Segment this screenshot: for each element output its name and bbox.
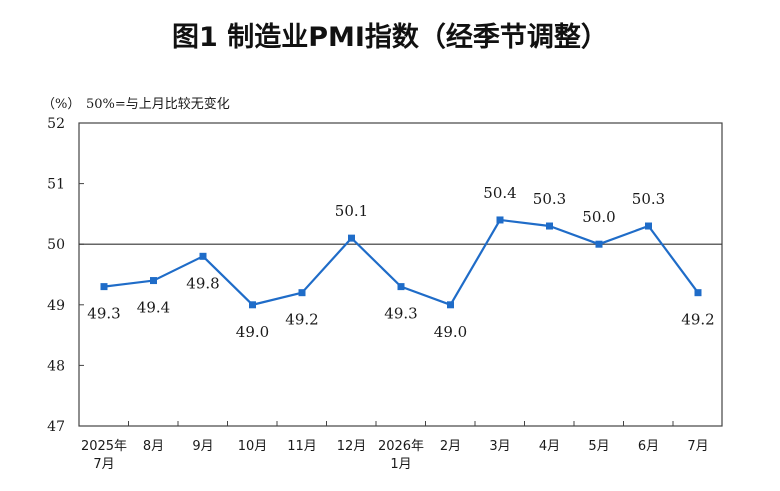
x-tick-label: 2月 — [440, 439, 461, 454]
data-point — [694, 289, 702, 297]
x-tick-label: 7月 — [687, 439, 708, 454]
data-label: 49.0 — [236, 323, 269, 341]
data-label: 49.2 — [285, 311, 318, 329]
data-point — [298, 289, 306, 297]
data-point — [150, 277, 157, 285]
data-label: 50.3 — [632, 190, 665, 208]
data-label: 50.0 — [582, 208, 615, 226]
x-tick-label: 7月 — [93, 457, 114, 472]
y-axis: 52 51 50 49 48 47 — [47, 116, 84, 435]
plot-frame — [78, 122, 723, 427]
data-label: 49.0 — [434, 323, 467, 341]
data-label: 49.2 — [681, 311, 714, 329]
x-tick-label: 6月 — [638, 439, 659, 454]
y-tick-label: 50 — [47, 237, 65, 253]
x-tick-label: 4月 — [539, 439, 560, 454]
data-point — [348, 234, 355, 242]
reference-note: 50%=与上月比较无变化 — [86, 96, 230, 112]
x-tick-label: 5月 — [588, 439, 609, 454]
x-tick-label: 2025年 — [81, 439, 127, 454]
y-tick-label: 47 — [47, 419, 65, 435]
y-tick-label: 49 — [47, 298, 65, 314]
data-point — [249, 301, 256, 309]
chart-title: 图1 制造业PMI指数（经季节调整） — [172, 21, 608, 53]
x-tick-label: 2026年 — [378, 439, 424, 454]
x-tick-label: 11月 — [287, 439, 317, 454]
data-point — [397, 283, 405, 291]
data-point — [199, 252, 207, 260]
data-label: 49.3 — [87, 305, 120, 323]
y-unit-label: （%） — [42, 97, 80, 112]
x-tick-label: 10月 — [238, 439, 268, 454]
data-point — [595, 240, 603, 248]
y-tick-label: 48 — [47, 358, 65, 374]
y-tick-label: 52 — [47, 116, 65, 132]
y-tick-label: 51 — [47, 177, 65, 193]
data-label: 49.4 — [137, 299, 170, 317]
data-point — [496, 216, 504, 224]
data-label: 50.3 — [533, 190, 566, 208]
x-tick-label: 3月 — [489, 439, 510, 454]
data-label: 50.1 — [335, 202, 368, 220]
series-layer: 49.3 49.4 49.8 49.0 49.2 50.1 49.3 49.0 50.4 50.3… — [87, 184, 714, 341]
x-tick-label: 1月 — [390, 457, 411, 472]
data-point — [546, 222, 553, 230]
data-point — [100, 283, 108, 291]
data-point — [447, 301, 454, 309]
x-tick-label: 8月 — [143, 439, 164, 454]
data-label: 49.8 — [186, 274, 219, 292]
data-label: 49.3 — [384, 305, 417, 323]
x-tick-label: 12月 — [337, 439, 367, 454]
data-point — [645, 222, 652, 230]
x-axis: 2025年 7月 8月 9月 10月 11月 12月 2026年 1月 2月 3月 4月 5月 6月 7月 — [81, 421, 709, 472]
data-label: 50.4 — [483, 184, 516, 202]
x-tick-label: 9月 — [192, 439, 213, 454]
